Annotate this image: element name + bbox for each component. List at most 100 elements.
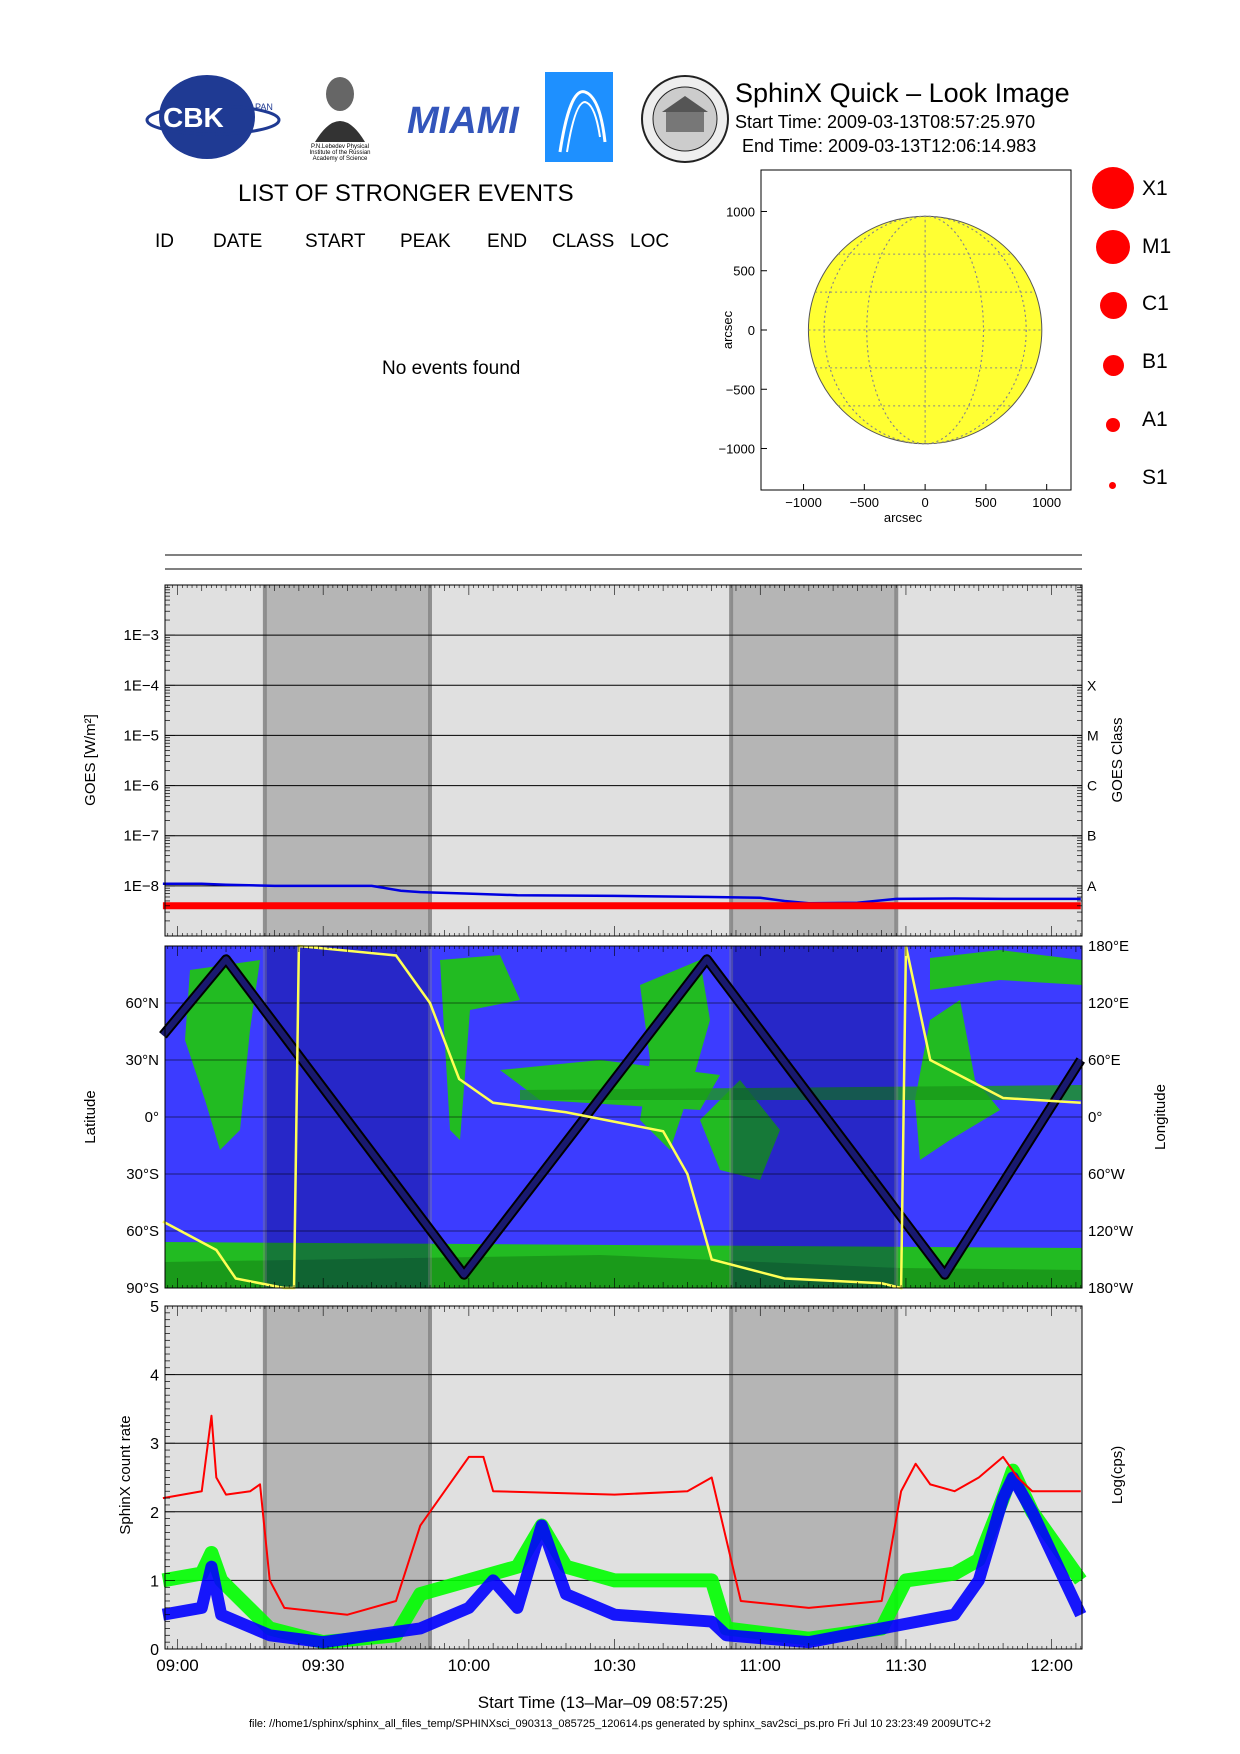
goes-class-label: M [1087, 727, 1099, 743]
sun-y-tick-label: −500 [726, 382, 755, 397]
legend-dot-s1 [1109, 482, 1116, 489]
column-header-class: CLASS [552, 231, 615, 252]
map-y-axis-label: Latitude [82, 1090, 99, 1143]
miami-logo: MIAMI [405, 88, 525, 148]
lebedev-caption-2: Institute of the Russian [309, 150, 370, 156]
sphinx-blue-series [161, 1471, 1087, 1649]
goes-y-tick-label: 1E−4 [124, 677, 159, 694]
sphinx-y-axis-label: SphinX count rate [117, 1415, 134, 1534]
legend-label-a1: A1 [1142, 408, 1168, 431]
sun-x-tick-label: −500 [850, 495, 879, 510]
map-y-tick-label: 60°N [125, 995, 159, 1012]
map-plot-frame [164, 945, 1083, 1289]
column-header-id: ID [155, 231, 174, 252]
column-header-end: END [487, 231, 528, 252]
legend-label-x1: X1 [1142, 177, 1168, 200]
goes-y-tick-label: 1E−8 [124, 878, 159, 895]
map-y-tick-label: 90°S [126, 1280, 159, 1297]
sphinx-y-tick-label: 5 [150, 1299, 159, 1316]
sphinx-y-tick-label: 2 [150, 1505, 159, 1522]
swoosh-logo [545, 72, 613, 162]
goes-class-axis-label: GOES Class [1109, 717, 1126, 802]
page-title: SphinX Quick – Look Image [735, 78, 1070, 108]
sun-x-tick-label: 500 [975, 495, 997, 510]
legend-label-s1: S1 [1142, 466, 1168, 489]
time-tick-label: 09:00 [156, 1656, 199, 1675]
sphinx-count-chart: 5 4 3 2 1 009:00 09:30 10:00 10:30 11:00 11:30 12:0… [117, 1299, 1126, 1712]
column-header-loc: LOC [630, 231, 670, 252]
sun-y-tick-label: 0 [748, 323, 755, 338]
map-y-right-tick-label: 120°E [1088, 995, 1129, 1012]
goes-flux-chart: 1E−3 1E−4 1E−5 1E−6 1E−7 1E−8 X M C B A GOES [W/m²… [82, 584, 1126, 937]
sun-longitude-line [823, 215, 1027, 445]
shaded-interval [731, 1306, 897, 1649]
no-events-message: No events found [382, 358, 521, 379]
miami-text: MIAMI [407, 100, 520, 142]
map-y-right-tick-label: 0° [1088, 1109, 1102, 1126]
cbk-logo: CBK PAN [145, 72, 285, 162]
map-y-right-tick-label: 60°E [1088, 1052, 1121, 1069]
shaded-interval [264, 1306, 431, 1649]
legend-dot-x1 [1092, 167, 1134, 209]
map-y-tick-label: 60°S [126, 1223, 159, 1240]
map-y-tick-label: 0° [145, 1109, 159, 1126]
column-header-date: DATE [213, 231, 263, 252]
shaded-interval [731, 585, 897, 936]
events-heading: LIST OF STRONGER EVENTS [238, 180, 574, 207]
legend-label-m1: M1 [1142, 235, 1172, 258]
sphinx-y-axis-right-label: Log(cps) [1109, 1446, 1126, 1504]
time-tick-label: 11:00 [740, 1656, 781, 1675]
goes-long-series [162, 882, 1081, 905]
lebedev-caption-1: P.N.Lebedev Physical [311, 144, 369, 150]
orbit-map-chart: 60°N 30°N 0° 30°S 60°S 90°S 180°E 120°E 60°E 0° 60… [82, 938, 1169, 1297]
goes-class-label: A [1087, 878, 1097, 894]
map-y-right-tick-label: 180°E [1088, 938, 1129, 955]
sphinx-y-tick-label: 4 [150, 1368, 159, 1385]
goes-class-label: B [1087, 828, 1096, 844]
sun-y-tick-label: 1000 [726, 204, 755, 219]
sphinx-y-tick-label: 0 [150, 1642, 159, 1659]
goes-y-tick-label: 1E−7 [124, 828, 159, 845]
map-y-right-tick-label: 180°W [1088, 1280, 1134, 1297]
sphinx-y-tick-label: 3 [150, 1436, 159, 1453]
legend-dot-a1 [1106, 418, 1120, 432]
goes-y-tick-label: 1E−5 [124, 727, 159, 744]
legend-dot-c1 [1100, 292, 1127, 319]
time-tick-label: 09:30 [302, 1656, 345, 1675]
time-tick-label: 12:00 [1030, 1656, 1073, 1675]
map-y-right-tick-label: 60°W [1088, 1166, 1126, 1183]
goes-class-label: C [1087, 778, 1097, 794]
sun-y-tick-label: 500 [733, 264, 755, 279]
legend-label-b1: B1 [1142, 350, 1168, 373]
map-y-right-tick-label: 120°W [1088, 1223, 1134, 1240]
legend-dot-m1 [1096, 230, 1130, 264]
time-tick-label: 10:00 [448, 1656, 491, 1675]
time-tick-label: 11:30 [885, 1656, 926, 1675]
end-time: End Time: 2009-03-13T12:06:14.983 [742, 136, 1037, 156]
footer-file-info: file: //home1/sphinx/sphinx_all_files_te… [248, 1718, 992, 1730]
goes-plot-frame [164, 584, 1083, 937]
map-land-areas [165, 950, 1082, 1288]
legend-dot-b1 [1103, 355, 1124, 376]
lebedev-logo: P.N.Lebedev Physical Institute of the Ru… [295, 72, 385, 162]
map-y-tick-label: 30°S [126, 1166, 159, 1183]
sun-y-tick-label: −1000 [718, 442, 755, 457]
sun-x-tick-label: 1000 [1032, 495, 1061, 510]
seal-logo [640, 74, 730, 164]
legend-label-c1: C1 [1142, 292, 1169, 315]
cbk-text: CBK [163, 102, 224, 133]
sun-x-tick-label: 0 [922, 495, 929, 510]
time-tick-label: 10:30 [593, 1656, 636, 1675]
sun-x-tick-label: −1000 [785, 495, 822, 510]
cbk-sub-text: PAN [255, 102, 273, 112]
column-header-start: START [305, 231, 366, 252]
sphinx-red-series [162, 1414, 1081, 1616]
goes-y-tick-label: 1E−6 [124, 778, 159, 795]
sun-y-axis-label: arcsec [720, 310, 735, 349]
shaded-interval [264, 585, 431, 936]
lebedev-caption-3: Academy of Science [313, 156, 368, 162]
goes-y-tick-label: 1E−3 [124, 627, 159, 644]
map-y-tick-label: 30°N [125, 1052, 159, 1069]
goes-y-axis-label: GOES [W/m²] [82, 714, 99, 806]
